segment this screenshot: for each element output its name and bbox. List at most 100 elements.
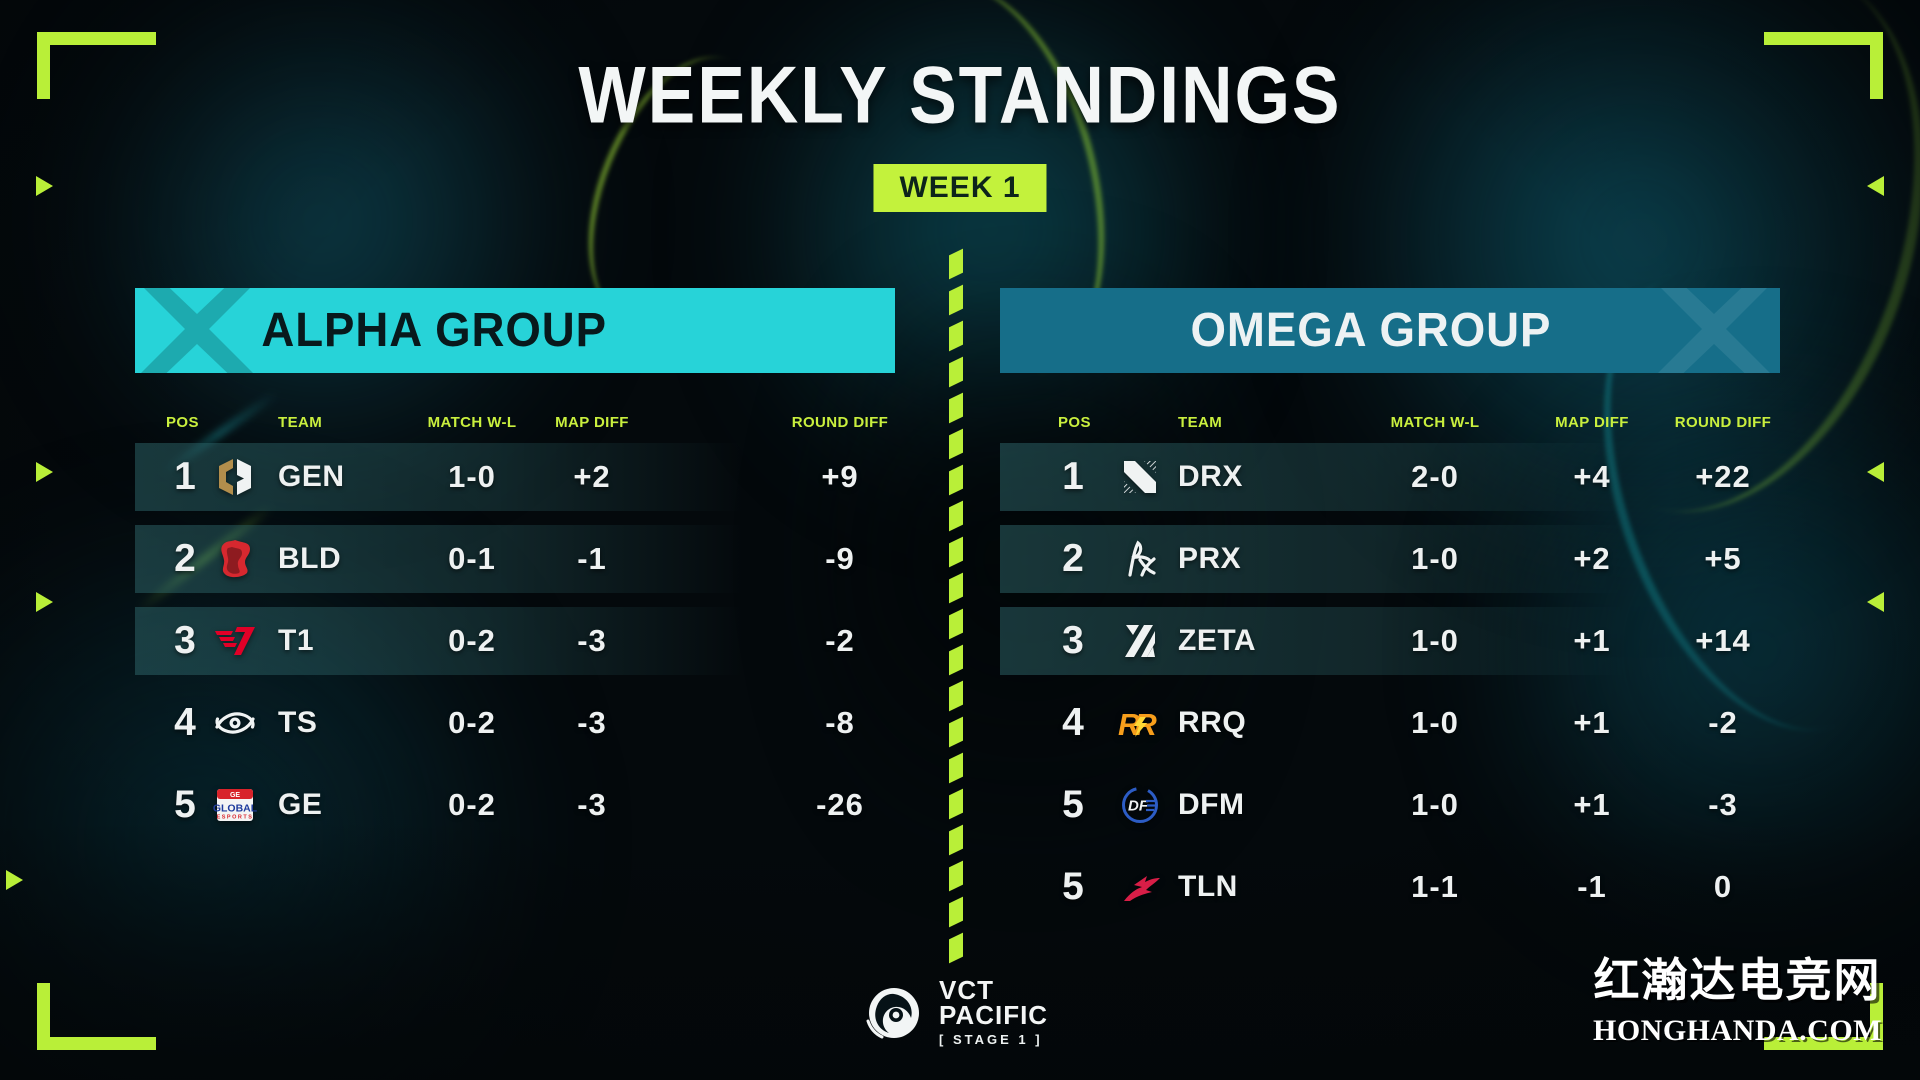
- vct-pacific-logo: VCT PACIFIC [ STAGE 1 ]: [862, 975, 1049, 1047]
- edge-arrow-icon: [6, 870, 23, 890]
- t1-logo-icon: [212, 618, 258, 664]
- corner-bracket-bottom-left: [37, 983, 156, 1050]
- edge-arrow-icon: [1867, 592, 1884, 612]
- alpha-group-table: ALPHA GROUP POS TEAM MATCH W-L MAP DIFF …: [135, 288, 895, 826]
- round-diff: -3: [1708, 787, 1738, 822]
- standings-row-t1: 3 T1 0-2 -3 -2: [135, 607, 895, 675]
- divider-dash: [949, 248, 963, 280]
- map-diff: +1: [1573, 787, 1611, 822]
- divider-dash: [949, 536, 963, 568]
- omega-group-table: OMEGA GROUP POS TEAM MATCH W-L MAP DIFF …: [1000, 288, 1780, 908]
- round-diff: -9: [825, 541, 855, 576]
- prx-logo-icon: [1117, 536, 1163, 582]
- x-watermark-icon: [141, 288, 253, 373]
- divider-dash: [949, 716, 963, 748]
- corner-bracket-bottom-right: [1764, 983, 1883, 1050]
- svg-text:GLOBAL: GLOBAL: [213, 803, 258, 815]
- corner-bracket-top-right: [1764, 32, 1883, 99]
- column-headers: POS TEAM MATCH W-L MAP DIFF ROUND DIFF: [135, 414, 895, 434]
- column-header-map: MAP DIFF: [555, 414, 629, 431]
- divider-dash: [949, 608, 963, 640]
- match-record: 2-0: [1411, 459, 1459, 494]
- position-number: 3: [174, 619, 196, 662]
- watermark-domain: HONGHANDA.COM: [1593, 1014, 1882, 1047]
- column-header-round: ROUND DIFF: [791, 414, 889, 431]
- edge-arrow-icon: [36, 176, 53, 196]
- match-record: 0-1: [448, 541, 496, 576]
- team-abbreviation: DFM: [1178, 788, 1245, 821]
- map-diff: -1: [577, 541, 607, 576]
- vct-wave-emblem-icon: [866, 987, 919, 1039]
- drx-logo-icon: [1117, 454, 1163, 500]
- match-record: 1-0: [1411, 705, 1459, 740]
- column-header-team: TEAM: [1178, 414, 1223, 431]
- divider-dash: [949, 824, 963, 856]
- rrq-logo-icon: RR: [1117, 700, 1163, 746]
- round-diff: -8: [825, 705, 855, 740]
- round-diff: 0: [1713, 869, 1733, 904]
- divider-dash: [949, 392, 963, 424]
- position-number: 4: [174, 701, 196, 744]
- dashed-divider: [949, 248, 963, 972]
- map-diff: -1: [1577, 869, 1607, 904]
- svg-text:ESPORTS: ESPORTS: [217, 815, 254, 821]
- standings-row-bld: 2 BLD 0-1 -1 -9: [135, 525, 895, 593]
- match-record: 1-0: [448, 459, 496, 494]
- svg-text:GE: GE: [230, 792, 240, 799]
- gen-logo-icon: [212, 454, 258, 500]
- bld-logo-icon: [212, 536, 258, 582]
- match-record: 1-0: [1411, 623, 1459, 658]
- round-diff: -2: [1708, 705, 1738, 740]
- round-diff: -26: [816, 787, 864, 822]
- vct-logo-text: VCT PACIFIC: [939, 975, 1049, 1030]
- group-title: ALPHA GROUP: [261, 304, 608, 357]
- map-diff: -3: [577, 623, 607, 658]
- map-diff: +2: [573, 459, 611, 494]
- divider-dash: [949, 788, 963, 820]
- column-header-pos: POS: [166, 414, 199, 431]
- standings-row-rrq: 4 RR RRQ 1-0 +1 -2: [1000, 689, 1780, 757]
- position-number: 5: [1062, 865, 1084, 908]
- match-record: 1-1: [1411, 869, 1459, 904]
- match-record: 0-2: [448, 787, 496, 822]
- position-number: 1: [174, 455, 196, 498]
- match-record: 0-2: [448, 705, 496, 740]
- match-record: 0-2: [448, 623, 496, 658]
- standings-rows: 1 DRX 2-0 +4 +22 2 PRX 1-0 +2 +5 3 ZETA 1-0 +1 +14 4 RR R…: [1000, 443, 1780, 935]
- column-header-match: MATCH W-L: [427, 414, 517, 431]
- position-number: 2: [174, 537, 196, 580]
- edge-arrow-icon: [1867, 176, 1884, 196]
- match-record: 1-0: [1411, 541, 1459, 576]
- corner-bracket-top-left: [37, 32, 156, 99]
- standings-row-zeta: 3 ZETA 1-0 +1 +14: [1000, 607, 1780, 675]
- round-diff: +14: [1695, 623, 1751, 658]
- column-header-team: TEAM: [278, 414, 323, 431]
- round-diff: +9: [821, 459, 859, 494]
- ge-logo-icon: GE GLOBAL ESPORTS: [212, 782, 258, 828]
- column-header-map: MAP DIFF: [1555, 414, 1629, 431]
- omega-group-header: OMEGA GROUP: [1000, 288, 1780, 373]
- column-header-match: MATCH W-L: [1390, 414, 1480, 431]
- alpha-group-header: ALPHA GROUP: [135, 288, 895, 373]
- team-abbreviation: T1: [278, 624, 315, 657]
- team-abbreviation: PRX: [1178, 542, 1242, 575]
- position-number: 2: [1062, 537, 1084, 580]
- map-diff: +1: [1573, 623, 1611, 658]
- standings-row-ge: 5 GE GLOBAL ESPORTS GE 0-2 -3 -26: [135, 771, 895, 839]
- standings-row-drx: 1 DRX 2-0 +4 +22: [1000, 443, 1780, 511]
- team-abbreviation: GE: [278, 788, 323, 821]
- ts-logo-icon: [212, 700, 258, 746]
- standings-row-ts: 4 TS 0-2 -3 -8: [135, 689, 895, 757]
- position-number: 5: [174, 783, 196, 826]
- column-headers: POS TEAM MATCH W-L MAP DIFF ROUND DIFF: [1000, 414, 1780, 434]
- edge-arrow-icon: [36, 592, 53, 612]
- standings-rows: 1 GEN 1-0 +2 +9 2 BLD 0-1 -1 -9 3 T1 0-2 -3 -2 4 TS 0-2 -3…: [135, 443, 895, 853]
- round-diff: +5: [1704, 541, 1742, 576]
- divider-dash: [949, 644, 963, 676]
- divider-dash: [949, 932, 963, 964]
- svg-text:DF: DF: [1128, 798, 1149, 815]
- map-diff: +2: [1573, 541, 1611, 576]
- week-badge: WEEK 1: [873, 164, 1047, 212]
- team-abbreviation: RRQ: [1178, 706, 1247, 739]
